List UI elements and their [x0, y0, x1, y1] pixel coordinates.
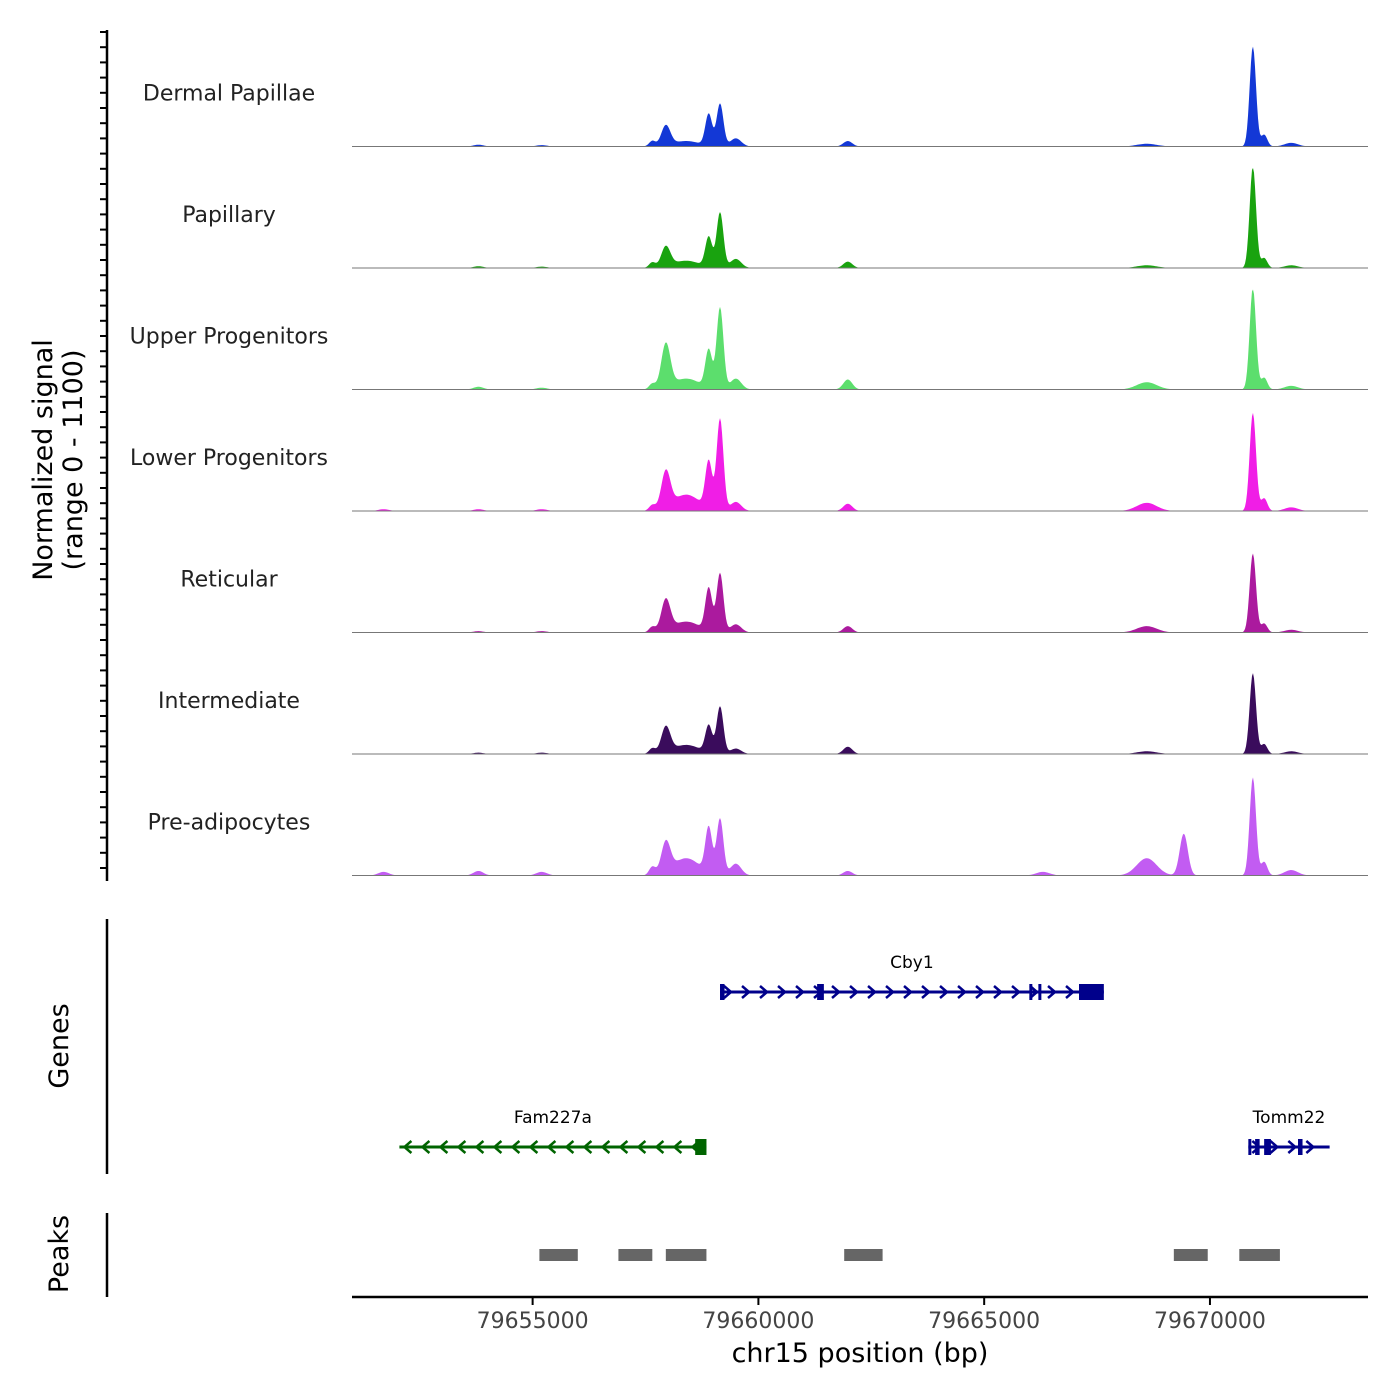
strand-arrow — [618, 1140, 629, 1154]
track-upper-progenitors: Upper Progenitors — [130, 289, 1368, 390]
strand-arrow — [1029, 985, 1039, 999]
strand-arrow — [420, 1140, 431, 1154]
strand-arrow — [1047, 985, 1057, 999]
strand-arrow — [474, 1140, 485, 1154]
peak-region — [539, 1249, 578, 1261]
signal-area — [352, 289, 1368, 390]
strand-arrow — [1011, 985, 1021, 999]
genes-panel-label: Genes — [44, 1003, 75, 1088]
strand-arrow — [939, 985, 949, 999]
signal-area — [352, 777, 1368, 876]
exon — [720, 984, 725, 1000]
peak-region — [618, 1249, 653, 1261]
x-tick-label: 79660000 — [702, 1309, 814, 1334]
strand-arrow — [867, 985, 877, 999]
track-reticular: Reticular — [180, 553, 1368, 633]
strand-arrow — [438, 1140, 449, 1154]
exon — [1264, 1139, 1271, 1155]
y-axis-title-line2: (range 0 - 1100) — [58, 350, 89, 571]
track-lower-progenitors: Lower Progenitors — [130, 412, 1368, 512]
strand-arrow — [957, 985, 967, 999]
track-dermal-papillae: Dermal Papillae — [143, 46, 1368, 147]
axis-titles: chr15 position (bp) Normalized signal (r… — [28, 339, 988, 1369]
strand-arrow — [921, 985, 931, 999]
peak-region — [665, 1249, 707, 1261]
x-tick-label: 79655000 — [477, 1309, 589, 1334]
strand-arrow — [903, 985, 913, 999]
signal-area — [352, 673, 1368, 754]
strand-arrow — [456, 1140, 467, 1154]
gene-cby1: Cby1 — [720, 953, 1104, 1000]
track-label: Pre-adipocytes — [148, 811, 311, 836]
exon — [1248, 1139, 1252, 1155]
gene-tomm22: Tomm22 — [1248, 1108, 1330, 1155]
strand-arrow — [777, 985, 787, 999]
strand-arrow — [546, 1140, 557, 1154]
strand-arrow — [492, 1140, 503, 1154]
strand-arrow — [510, 1140, 521, 1154]
strand-arrow — [795, 985, 805, 999]
strand-arrow — [993, 985, 1003, 999]
exon — [1255, 1139, 1260, 1155]
exon — [695, 1139, 707, 1155]
track-label: Papillary — [182, 203, 276, 228]
exon — [1079, 984, 1104, 1000]
peaks-panel-label: Peaks — [44, 1215, 75, 1293]
gene-fam227a: Fam227a — [399, 1108, 707, 1155]
strand-arrow — [1269, 1140, 1280, 1154]
gene-label: Fam227a — [514, 1108, 592, 1128]
exon — [1038, 984, 1042, 1000]
track-label: Lower Progenitors — [130, 446, 328, 471]
exon — [817, 984, 824, 1000]
y-axis-title-line1: Normalized signal — [28, 339, 59, 581]
peak-region — [1239, 1249, 1280, 1261]
coverage-tracks-panel: Dermal Papillae Papillary Upper Progenitor… — [100, 30, 1368, 881]
strand-arrow — [582, 1140, 593, 1154]
signal-area — [352, 46, 1368, 147]
strand-arrow — [528, 1140, 539, 1154]
x-axis: 79655000 79660000 79665000 79670000 — [352, 1295, 1368, 1334]
strand-arrow — [600, 1140, 611, 1154]
strand-arrow — [1287, 1140, 1298, 1154]
peaks-panel — [105, 1213, 1280, 1297]
signal-area — [352, 168, 1368, 268]
x-axis-title: chr15 position (bp) — [732, 1338, 989, 1369]
exon — [1298, 1139, 1303, 1155]
track-label: Dermal Papillae — [143, 82, 315, 107]
exon — [1029, 984, 1033, 1000]
strand-arrow — [1305, 1140, 1316, 1154]
track-label: Reticular — [180, 568, 278, 593]
strand-arrow — [402, 1140, 413, 1154]
strand-arrow — [672, 1140, 683, 1154]
peak-region — [1173, 1249, 1208, 1261]
track-intermediate: Intermediate — [158, 673, 1368, 755]
strand-arrow — [975, 985, 985, 999]
strand-arrow — [654, 1140, 665, 1154]
strand-arrow — [849, 985, 859, 999]
track-label: Upper Progenitors — [130, 325, 329, 350]
genes-panel: Cby1 Fam227a Tomm22 — [105, 919, 1330, 1174]
peak-region — [844, 1249, 883, 1261]
track-pre-adipocytes: Pre-adipocytes — [148, 777, 1368, 876]
signal-area — [352, 412, 1368, 511]
strand-arrow — [636, 1140, 647, 1154]
x-tick-label: 79665000 — [928, 1309, 1040, 1334]
track-papillary: Papillary — [182, 168, 1368, 269]
strand-arrow — [885, 985, 895, 999]
gene-label: Cby1 — [890, 953, 934, 973]
strand-arrow — [564, 1140, 575, 1154]
x-tick-label: 79670000 — [1154, 1309, 1266, 1334]
gene-label: Tomm22 — [1252, 1108, 1326, 1128]
strand-arrow — [1065, 985, 1075, 999]
strand-arrow — [831, 985, 841, 999]
signal-area — [352, 553, 1368, 633]
strand-arrow — [759, 985, 769, 999]
strand-arrow — [723, 985, 733, 999]
track-label: Intermediate — [158, 689, 300, 714]
strand-arrow — [741, 985, 751, 999]
